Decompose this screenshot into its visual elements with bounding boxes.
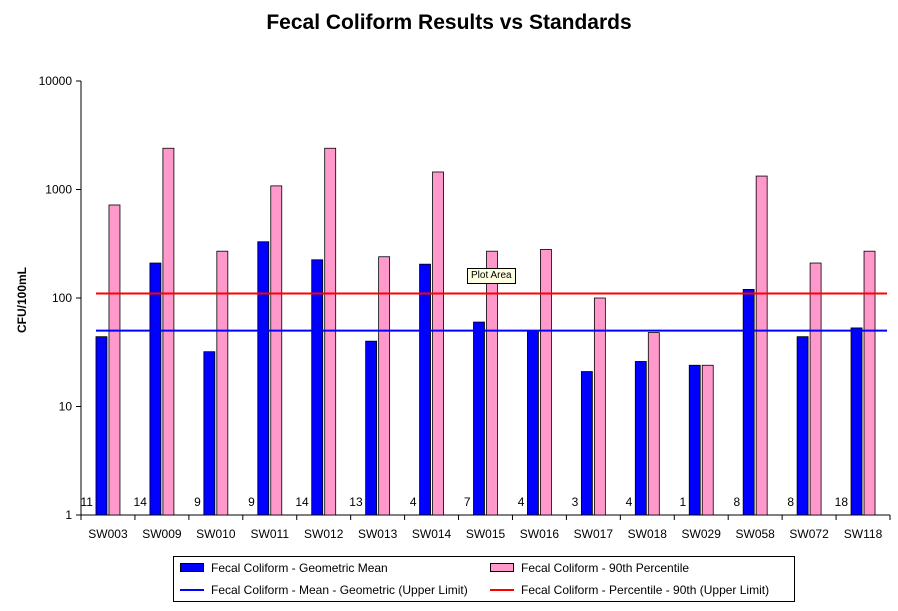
legend-line-percentile-upper-limit bbox=[490, 589, 514, 591]
x-tick-label: SW018 bbox=[628, 527, 668, 541]
bar-90th-percentile bbox=[540, 249, 552, 516]
bar-geometric-mean bbox=[634, 361, 647, 516]
x-tick-label: SW011 bbox=[251, 527, 290, 541]
sample-count-label: 14 bbox=[295, 495, 309, 509]
legend-swatch-90th-percentile bbox=[490, 563, 514, 572]
bar-90th-percentile bbox=[701, 364, 714, 516]
bar-90th-percentile bbox=[863, 250, 876, 516]
sample-count-label: 7 bbox=[464, 495, 471, 509]
bar-geometric-mean bbox=[257, 241, 270, 516]
reference-lines bbox=[95, 292, 888, 332]
bar-geometric-mean bbox=[95, 336, 108, 516]
axes bbox=[76, 80, 891, 520]
bar-geometric-mean bbox=[850, 327, 863, 516]
plot-area-tooltip: Plot Area bbox=[467, 268, 516, 284]
sample-count-label: 4 bbox=[518, 495, 525, 509]
bar-90th-percentile bbox=[270, 185, 283, 516]
legend-label-mean-upper-limit: Fecal Coliform - Mean - Geometric (Upper… bbox=[211, 583, 468, 597]
bar-geometric-mean bbox=[365, 340, 378, 516]
x-tick-label: SW016 bbox=[520, 527, 560, 541]
bar-geometric-mean bbox=[419, 263, 431, 516]
legend-label-percentile-upper-limit: Fecal Coliform - Percentile - 90th (Uppe… bbox=[521, 583, 770, 597]
bar-90th-percentile bbox=[216, 250, 229, 516]
sample-count-label: 4 bbox=[410, 495, 417, 509]
x-tick-label: SW118 bbox=[844, 527, 883, 541]
bar-geometric-mean bbox=[688, 364, 701, 516]
bar-90th-percentile bbox=[108, 204, 121, 516]
y-tick-label: 10 bbox=[59, 400, 73, 414]
sample-count-label: 3 bbox=[572, 495, 579, 509]
x-tick-label: SW015 bbox=[466, 527, 506, 541]
x-tick-label: SW072 bbox=[789, 527, 829, 541]
bar-geometric-mean bbox=[527, 330, 539, 516]
x-tick-label: SW017 bbox=[574, 527, 614, 541]
bar-90th-percentile bbox=[809, 262, 822, 516]
x-tick-label: SW009 bbox=[142, 527, 182, 541]
legend-label-90th-percentile: Fecal Coliform - 90th Percentile bbox=[521, 561, 690, 575]
x-tick-label: SW029 bbox=[682, 527, 722, 541]
y-axis-label: CFU/100mL bbox=[15, 267, 29, 333]
sample-count-label: 11 bbox=[80, 495, 93, 509]
x-tick-label: SW058 bbox=[735, 527, 775, 541]
bar-geometric-mean bbox=[473, 321, 485, 516]
y-tick-label: 100 bbox=[52, 291, 72, 305]
x-tick-label: SW003 bbox=[88, 527, 128, 541]
bar-90th-percentile bbox=[647, 332, 660, 516]
bar-90th-percentile bbox=[593, 297, 606, 516]
bar-90th-percentile bbox=[486, 250, 498, 516]
legend-swatch-geometric-mean bbox=[180, 563, 204, 572]
x-tick-label: SW012 bbox=[304, 527, 344, 541]
bar-geometric-mean bbox=[149, 262, 162, 516]
x-tick-label: SW010 bbox=[196, 527, 236, 541]
bar-geometric-mean bbox=[742, 289, 755, 516]
sample-count-label: 9 bbox=[248, 495, 255, 509]
sample-count-label: 4 bbox=[626, 495, 633, 509]
x-tick-label: SW014 bbox=[412, 527, 452, 541]
sample-count-label: 18 bbox=[835, 495, 849, 509]
bar-geometric-mean bbox=[203, 351, 216, 516]
sample-count-label: 14 bbox=[134, 495, 148, 509]
chart-title: Fecal Coliform Results vs Standards bbox=[266, 11, 632, 34]
sample-count-label: 8 bbox=[733, 495, 740, 509]
sample-count-label: 9 bbox=[194, 495, 201, 509]
legend-label-geometric-mean: Fecal Coliform - Geometric Mean bbox=[211, 561, 388, 575]
bar-geometric-mean bbox=[580, 371, 593, 516]
bar-90th-percentile bbox=[755, 175, 768, 516]
bar-geometric-mean bbox=[796, 336, 809, 516]
bar-90th-percentile bbox=[432, 171, 444, 516]
y-tick-label: 10000 bbox=[39, 74, 73, 88]
sample-count-label: 1 bbox=[680, 495, 687, 509]
sample-count-label: 13 bbox=[349, 495, 363, 509]
bars bbox=[95, 147, 876, 516]
chart-legend: Fecal Coliform - Geometric Mean Fecal Co… bbox=[173, 556, 795, 602]
y-tick-label: 1 bbox=[65, 508, 72, 522]
labels: 110100100010000SW00311SW00914SW0109SW011… bbox=[39, 74, 883, 541]
legend-line-mean-upper-limit bbox=[180, 589, 204, 591]
bar-90th-percentile bbox=[378, 256, 391, 516]
x-tick-label: SW013 bbox=[358, 527, 398, 541]
bar-geometric-mean bbox=[311, 259, 324, 516]
y-tick-label: 1000 bbox=[45, 183, 72, 197]
sample-count-label: 8 bbox=[787, 495, 794, 509]
